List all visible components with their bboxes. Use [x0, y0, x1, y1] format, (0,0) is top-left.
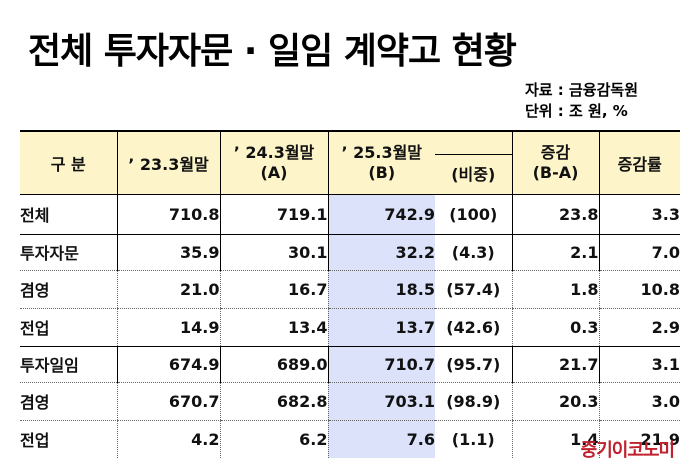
- header-2024: ’ 24.3월말 (A): [219, 130, 328, 195]
- cell-ratio: (42.6): [435, 308, 512, 347]
- cell-2023: 670.7: [116, 382, 220, 421]
- source-unit-note: 자료 : 금융감독원 단위 : 조 원, %: [525, 80, 638, 122]
- cell-ratio: (57.4): [435, 270, 512, 309]
- cell-change: 1.4: [511, 420, 599, 458]
- cell-change: 0.3: [511, 308, 599, 347]
- header-change: 증감 (B-A): [511, 130, 599, 195]
- cell-2023: 21.0: [116, 270, 220, 309]
- cell-2023: 4.2: [116, 420, 220, 458]
- cell-rate: 7.0: [598, 234, 680, 271]
- cell-2025: 7.6: [327, 420, 435, 458]
- table-row-advisory-dedicated: 전업 14.9 13.4 13.7 (42.6) 0.3 2.9: [20, 308, 680, 347]
- cell-ratio: (95.7): [435, 346, 512, 383]
- source-note: 자료 : 금융감독원: [524, 81, 638, 99]
- cell-ratio: (1.1): [451, 429, 495, 449]
- cell-change: 23.8: [511, 194, 599, 235]
- table-row-discretionary-combined: 겸영 670.7 682.8 703.1 (98.9) 20.3 3.0: [20, 382, 680, 421]
- cell-rate: 21.9: [598, 420, 680, 458]
- table-row-discretionary: 투자일임 674.9 689.0 710.7 (95.7) 21.7 3.1: [20, 346, 680, 383]
- cell-2025: 13.7: [327, 308, 435, 347]
- table-row-advisory: 투자자문 35.9 30.1 32.2 (4.3) 2.1 7.0: [20, 234, 680, 271]
- cell-2023: 674.9: [116, 346, 220, 383]
- cell-rate: 10.8: [598, 270, 680, 309]
- cell-2024: 682.8: [219, 382, 328, 421]
- cell-2023: 14.9: [116, 308, 220, 347]
- cell-2023: 710.8: [116, 194, 220, 235]
- row-label: 겸영: [20, 270, 117, 309]
- cell-2025: 18.5: [327, 270, 435, 309]
- header-2025: ’ 25.3월말 (B): [327, 130, 435, 195]
- cell-2025: 703.1: [327, 382, 435, 421]
- header-row: 구 분 ’ 23.3월말 ’ 24.3월말 (A) ’ 25.3월말 (B) (…: [20, 130, 680, 195]
- page-title: 전체 투자자문 · 일임 계약고 현황: [28, 31, 517, 72]
- row-label: 투자자문: [20, 234, 117, 271]
- cell-2024: 689.0: [219, 346, 328, 383]
- cell-2025: 710.7: [327, 346, 435, 383]
- cell-2024: 13.4: [219, 308, 328, 347]
- unit-note: 단위 : 조 원, %: [524, 102, 628, 120]
- contract-status-table: 구 분 ’ 23.3월말 ’ 24.3월말 (A) ’ 25.3월말 (B) (…: [20, 130, 680, 458]
- cell-rate: 2.9: [598, 308, 680, 347]
- cell-change: 2.1: [511, 234, 599, 271]
- cell-rate: 3.1: [598, 346, 680, 383]
- cell-change: 1.8: [511, 270, 599, 309]
- header-ratio: (비중): [435, 130, 512, 195]
- cell-2023: 35.9: [116, 234, 220, 271]
- cell-ratio: (98.9): [435, 382, 512, 421]
- row-label: 전체: [20, 194, 117, 235]
- cell-2025: 32.2: [327, 234, 435, 271]
- cell-rate: 3.0: [598, 382, 680, 421]
- cell-rate: 3.3: [598, 194, 680, 235]
- header-rate: 증감률: [598, 130, 680, 195]
- cell-ratio: (100): [435, 194, 512, 235]
- cell-ratio: (4.3): [435, 234, 512, 271]
- row-label: 전업: [20, 308, 117, 347]
- header-2023: ’ 23.3월말: [116, 130, 220, 195]
- cell-2024: 30.1: [219, 234, 328, 271]
- table-row-advisory-combined: 겸영 21.0 16.7 18.5 (57.4) 1.8 10.8: [20, 270, 680, 309]
- cell-2024: 6.2: [219, 420, 328, 458]
- row-label: 투자일임: [20, 346, 117, 383]
- row-label: 겸영: [20, 382, 117, 421]
- table-row-total: 전체 710.8 719.1 742.9 (100) 23.8 3.3: [20, 194, 680, 235]
- cell-change: 21.7: [511, 346, 599, 383]
- cell-2025: 742.9: [327, 194, 435, 235]
- publisher-watermark: 중기이코노미: [580, 440, 675, 461]
- cell-change: 20.3: [511, 382, 599, 421]
- row-label: 전업: [20, 431, 50, 451]
- table-row-discretionary-dedicated: 전업 4.2 6.2 7.6 (1.1) 1.4 21.9: [20, 420, 680, 458]
- cell-2024: 719.1: [219, 194, 328, 235]
- header-category: 구 분: [20, 130, 117, 195]
- cell-2024: 16.7: [219, 270, 328, 309]
